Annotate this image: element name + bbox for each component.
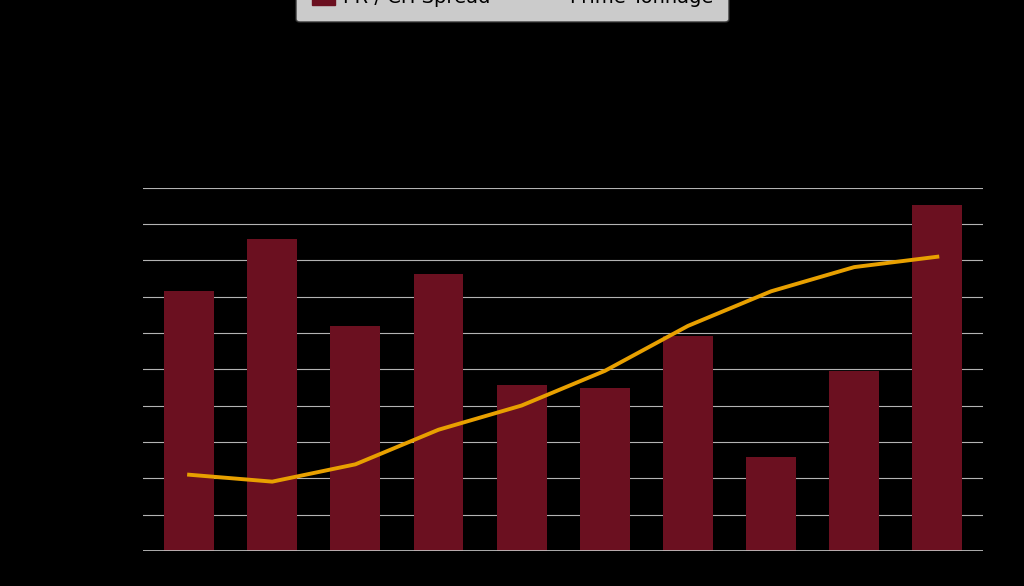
Bar [497, 385, 547, 551]
Legend: PR / CH Spread, Prime Tonnage: PR / CH Spread, Prime Tonnage [297, 0, 729, 22]
Bar [247, 240, 297, 551]
Bar [580, 388, 630, 551]
Bar [331, 326, 380, 551]
Bar [414, 274, 464, 551]
Bar [746, 458, 796, 551]
Bar [663, 336, 713, 551]
Bar [164, 291, 214, 551]
Bar [912, 205, 963, 551]
Bar [829, 371, 880, 551]
